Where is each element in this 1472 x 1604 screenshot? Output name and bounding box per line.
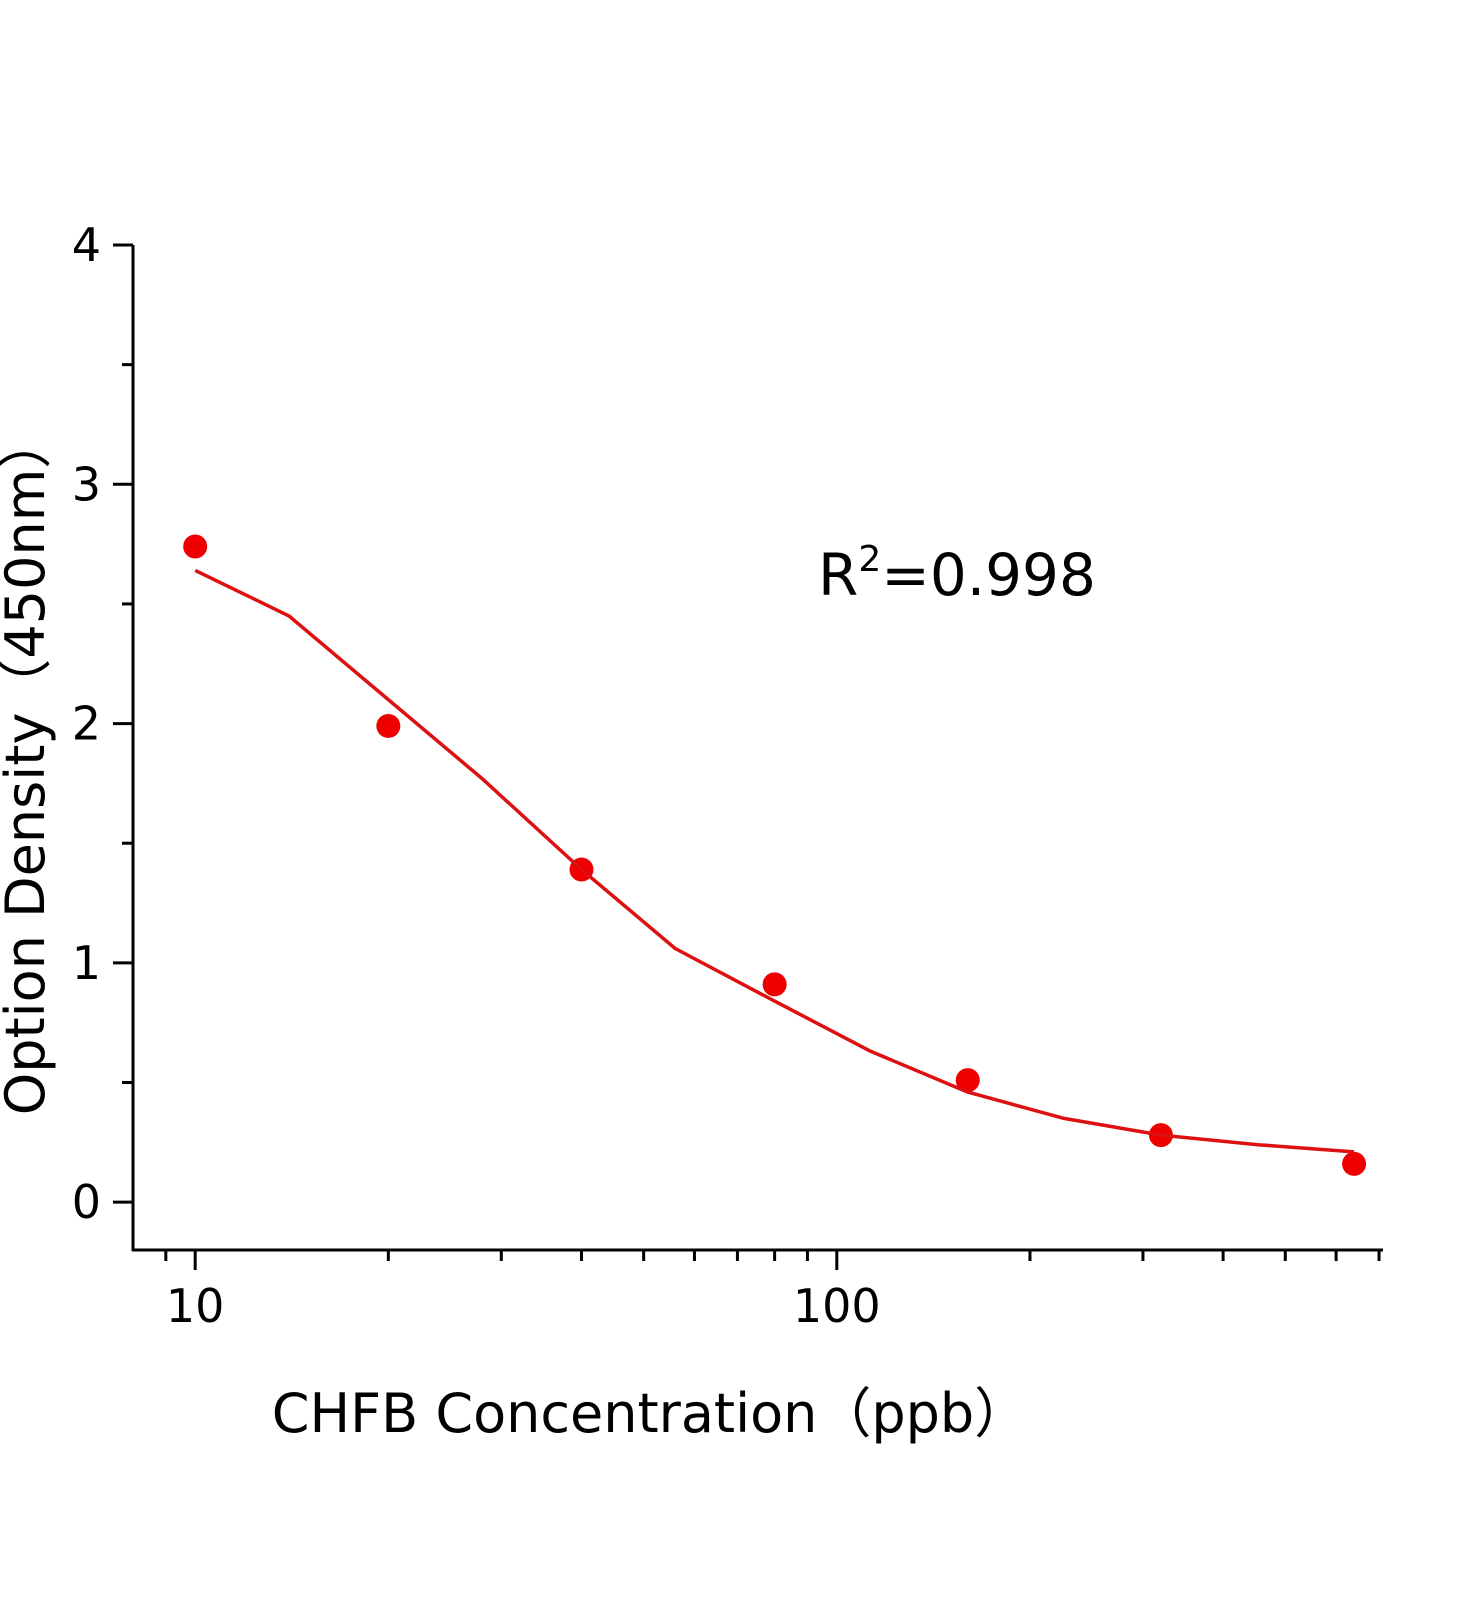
annotation-base: R [818,541,858,609]
y-axis-label: Option Density（450nm） [0,415,57,1116]
y-tick-label: 1 [72,936,101,990]
y-tick-label: 0 [72,1175,101,1229]
y-tick-label: 2 [72,697,101,751]
fit-curve [194,568,1355,1154]
annotation: R2=0.998 [818,539,1096,609]
y-tick-label: 4 [72,218,101,272]
y-tick-label: 3 [72,457,101,511]
annotation-superscript: 2 [858,539,881,580]
data-point [376,713,401,738]
x-tick-label: 100 [793,1279,881,1333]
x-tick-label: 10 [166,1279,225,1333]
annotation-rest: =0.998 [881,541,1096,609]
data-point [183,534,208,559]
data-point [955,1068,980,1093]
x-axis-label: CHFB Concentration（ppb） [272,1382,1028,1445]
data-point [762,972,787,997]
data-point [1342,1151,1367,1176]
